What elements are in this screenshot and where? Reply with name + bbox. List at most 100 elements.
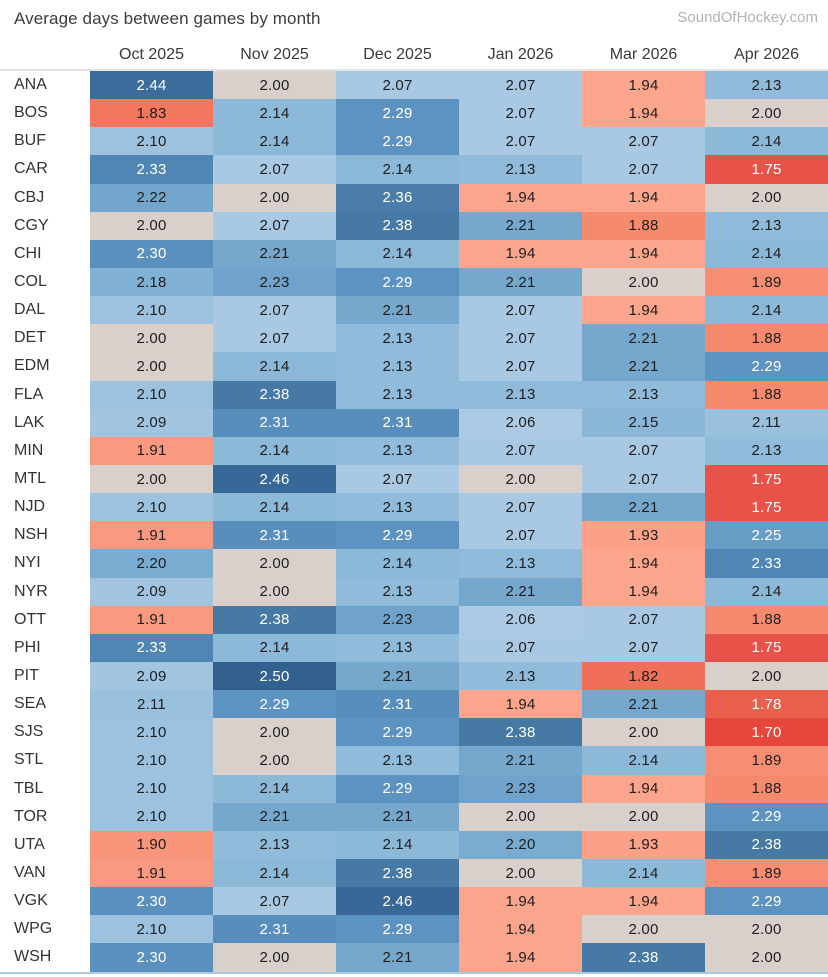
page-title: Average days between games by month (14, 9, 321, 28)
heatmap-cell: 2.33 (90, 633, 213, 662)
column-header: Mar 2026 (609, 46, 678, 63)
heatmap-cell: 1.82 (582, 661, 705, 691)
heatmap-cell: 2.14 (705, 127, 828, 156)
heatmap-cell: 2.00 (90, 211, 213, 240)
heatmap-cell: 2.06 (459, 408, 582, 437)
heatmap-cell: 2.21 (213, 239, 336, 268)
heatmap-cell: 2.10 (90, 774, 213, 803)
heatmap-cell: 2.14 (213, 436, 336, 465)
heatmap-cell: 2.00 (90, 464, 213, 494)
heatmap-cell: 1.89 (705, 858, 828, 888)
heatmap-cell: 2.14 (705, 296, 828, 325)
heatmap-cell: 1.93 (582, 830, 705, 859)
heatmap-cell: 1.88 (705, 324, 828, 353)
heatmap-cell: 1.89 (705, 746, 828, 775)
row-label: MIN (0, 436, 90, 465)
heatmap-cell: 2.18 (90, 267, 213, 297)
row-label: WPG (0, 915, 90, 944)
heatmap-cell: 2.07 (582, 633, 705, 662)
column-header: Dec 2025 (363, 46, 432, 63)
row-label: DAL (0, 296, 90, 325)
column-header: Apr 2026 (734, 46, 799, 63)
heatmap-cell: 2.09 (90, 408, 213, 437)
heatmap-cell: 2.00 (582, 718, 705, 747)
heatmap-cell: 2.36 (336, 183, 459, 212)
heatmap-cell: 2.00 (582, 267, 705, 297)
heatmap-cell: 2.21 (459, 746, 582, 775)
heatmap-cell: 2.13 (459, 549, 582, 578)
heatmap-cell: 1.94 (459, 183, 582, 212)
heatmap-cell: 2.21 (582, 690, 705, 719)
row-label: NJD (0, 493, 90, 522)
heatmap-cell: 2.13 (336, 577, 459, 606)
heatmap-cell: 2.14 (336, 155, 459, 184)
heatmap-cell: 2.29 (336, 127, 459, 156)
row-label: COL (0, 267, 90, 297)
heatmap-cell: 1.91 (90, 521, 213, 550)
heatmap-cell: 2.14 (336, 239, 459, 268)
heatmap-cell: 2.29 (336, 99, 459, 128)
heatmap-cell: 2.38 (582, 943, 705, 972)
heatmap-cell: 1.94 (459, 239, 582, 268)
heatmap-cell: 2.07 (582, 464, 705, 494)
heatmap-cell: 2.20 (90, 549, 213, 578)
heatmap-cell: 1.75 (705, 633, 828, 662)
heatmap-cell: 2.14 (213, 99, 336, 128)
heatmap-cell: 1.91 (90, 436, 213, 465)
heatmap-cell: 2.07 (459, 633, 582, 662)
heatmap-cell: 2.07 (213, 324, 336, 353)
row-label: VGK (0, 887, 90, 916)
heatmap-cell: 2.13 (336, 633, 459, 662)
heatmap-cell: 2.13 (336, 324, 459, 353)
heatmap-cell: 2.10 (90, 493, 213, 522)
heatmap-cell: 1.91 (90, 858, 213, 888)
heatmap-cell: 2.38 (459, 718, 582, 747)
heatmap-cell: 2.07 (213, 887, 336, 916)
heatmap-cell: 2.13 (213, 830, 336, 859)
heatmap-cell: 2.29 (336, 521, 459, 550)
heatmap-cell: 1.93 (582, 521, 705, 550)
row-label: PHI (0, 633, 90, 662)
heatmap-cell: 1.94 (582, 296, 705, 325)
heatmap-cell: 2.00 (213, 183, 336, 212)
heatmap-cell: 2.29 (336, 915, 459, 944)
row-label: STL (0, 746, 90, 775)
row-label: EDM (0, 352, 90, 381)
heatmap-cell: 2.29 (336, 718, 459, 747)
heatmap-cell: 2.50 (213, 661, 336, 691)
heatmap-cell: 2.07 (459, 521, 582, 550)
heatmap-cell: 1.94 (459, 690, 582, 719)
heatmap-cell: 2.00 (213, 71, 336, 100)
heatmap-cell: 2.21 (213, 802, 336, 831)
heatmap-cell: 1.94 (582, 99, 705, 128)
heatmap-cell: 2.13 (336, 493, 459, 522)
heatmap-cell: 1.88 (705, 774, 828, 803)
row-label: MTL (0, 464, 90, 494)
column-header: Jan 2026 (487, 46, 554, 63)
heatmap-cell: 2.33 (705, 549, 828, 578)
heatmap-cell: 2.13 (459, 380, 582, 409)
heatmap-cell: 2.29 (705, 802, 828, 831)
heatmap-cell: 2.07 (459, 436, 582, 465)
heatmap-cell: 2.11 (705, 408, 828, 437)
heatmap-cell: 2.00 (90, 352, 213, 381)
column-header: Nov 2025 (240, 46, 309, 63)
heatmap-cell: 2.10 (90, 915, 213, 944)
heatmap-cell: 2.46 (213, 464, 336, 494)
heatmap-cell: 1.88 (582, 211, 705, 240)
heatmap-cell: 1.94 (582, 71, 705, 100)
heatmap-cell: 2.25 (705, 521, 828, 550)
heatmap-cell: 2.14 (213, 127, 336, 156)
heatmap-cell: 2.21 (582, 324, 705, 353)
row-label: DET (0, 324, 90, 353)
row-label: NYI (0, 549, 90, 578)
heatmap-cell: 2.00 (213, 549, 336, 578)
heatmap-cell: 2.10 (90, 718, 213, 747)
heatmap-cell: 2.31 (336, 690, 459, 719)
heatmap-cell: 2.07 (459, 127, 582, 156)
heatmap-cell: 2.29 (336, 774, 459, 803)
heatmap-cell: 2.14 (213, 493, 336, 522)
heatmap-cell: 1.94 (459, 915, 582, 944)
heatmap-cell: 1.94 (459, 943, 582, 972)
heatmap-cell: 2.38 (336, 211, 459, 240)
